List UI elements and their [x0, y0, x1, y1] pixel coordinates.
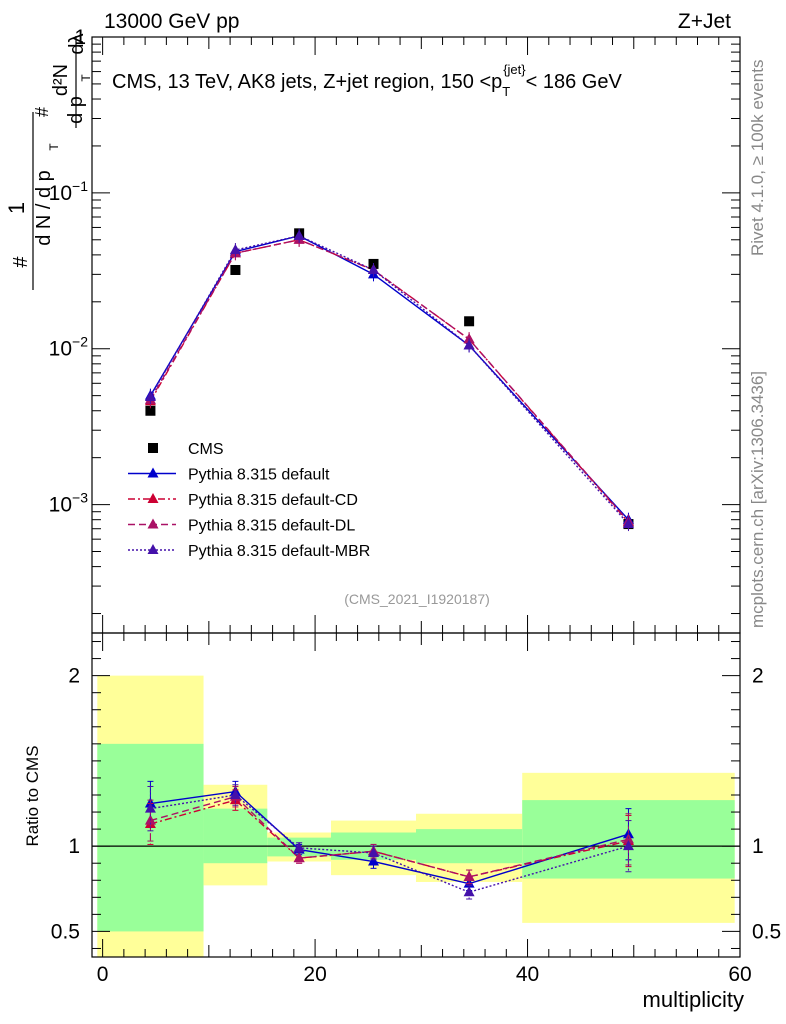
- title-part: CMS, 13 TeV, AK8 jets, Z+jet region, 150…: [112, 71, 491, 93]
- point-mbr: [622, 518, 634, 529]
- ratio-point-dl: [293, 852, 305, 863]
- title-p: p: [491, 71, 502, 93]
- title-sup: {jet}: [503, 62, 526, 77]
- ratio-y-tick-label-right: 0.5: [752, 920, 781, 943]
- title-end: < 186 GeV: [526, 71, 623, 93]
- plot-title: CMS, 13 TeV, AK8 jets, Z+jet region, 150…: [112, 62, 622, 99]
- legend-marker-default: [147, 467, 159, 478]
- ratio-point-mbr: [463, 886, 475, 897]
- ratio-point-mbr: [622, 840, 634, 851]
- x-tick-label: 60: [728, 963, 751, 986]
- series-line-dl: [149, 239, 629, 522]
- y-tick-base: 10: [49, 182, 72, 205]
- x-axis-label: multiplicity: [643, 987, 744, 1012]
- point-dl: [463, 333, 475, 344]
- ylabel-denominator: d N / d p: [33, 170, 55, 246]
- plot-title-text: CMS, 13 TeV, AK8 jets, Z+jet region, 150…: [112, 62, 622, 99]
- x-tick-label: 40: [516, 963, 539, 986]
- ratio-y-tick-label-right: 2: [752, 665, 764, 688]
- ratio-point-dl: [463, 870, 475, 881]
- ylabel-sub-2: T: [79, 74, 93, 82]
- legend-marker-cms: [148, 443, 158, 453]
- title-sub: T: [502, 84, 510, 99]
- series-line-mbr: [149, 235, 629, 525]
- ylabel-sub: T: [47, 143, 61, 151]
- analysis-watermark: (CMS_2021_I1920187): [344, 591, 490, 607]
- ratio-line-default: [150, 790, 629, 885]
- y-tick-base: 10: [49, 494, 72, 517]
- ratio-plot-panel: 0.5 0.51 12 20 20 40 60 Ratio to CMS multiplic…: [23, 632, 781, 1012]
- y-tick-exp: −2: [72, 334, 88, 350]
- ratio-y-tick-label: 0.5: [51, 920, 80, 943]
- point-mbr: [293, 229, 305, 240]
- ratio-y-tick-label-right: 1: [752, 835, 764, 858]
- ylabel-one: 1: [4, 202, 29, 214]
- series-line-cd: [149, 239, 629, 523]
- legend: CMS Pythia 8.315 default Pythia 8.315 defa…: [128, 441, 370, 560]
- point-mbr: [368, 263, 380, 274]
- legend-marker-mbr: [147, 544, 159, 554]
- legend-label-mbr: Pythia 8.315 default-MBR: [188, 543, 370, 560]
- legend-label-default: Pythia 8.315 default: [188, 467, 330, 484]
- rivet-version-label: Rivet 4.1.0, ≥ 100k events: [748, 60, 767, 256]
- ratio-point-mbr: [368, 846, 380, 857]
- y-tick-label: 10−3: [49, 490, 89, 517]
- y-tick-exp: −1: [72, 178, 88, 194]
- ylabel-dlambda: dλ: [66, 33, 88, 54]
- y-tick-label: 10−2: [49, 334, 89, 361]
- legend-marker-cd: [147, 493, 159, 503]
- y-tick-label: 1: [74, 26, 86, 49]
- ylabel-hash-2: #: [32, 107, 52, 117]
- point-mbr: [144, 391, 156, 402]
- ratio-point-default: [368, 855, 380, 866]
- uncertainty-band-green: [203, 808, 268, 864]
- point-mbr: [229, 243, 241, 254]
- ratio-point-mbr: [229, 789, 241, 799]
- legend-label-cd: Pythia 8.315 default-CD: [188, 492, 358, 509]
- ratio-line-dl: [150, 795, 629, 878]
- x-tick-label: 20: [303, 963, 326, 986]
- point-mbr: [463, 339, 475, 350]
- y-tick-label: 10−1: [49, 178, 89, 205]
- ylabel-d2n: d²N: [50, 64, 72, 96]
- point-cms: [464, 316, 475, 327]
- ratio-y-tick-label: 1: [68, 835, 80, 858]
- legend-marker-dl: [147, 518, 159, 529]
- ratio-point-mbr: [144, 802, 156, 813]
- mcplots-label: mcplots.cern.ch [arXiv:1306.3436]: [748, 371, 767, 628]
- ratio-y-axis-label: Ratio to CMS: [23, 745, 42, 846]
- legend-label-dl: Pythia 8.315 default-DL: [188, 518, 355, 535]
- main-plot-panel: (CMS_2021_I1920187) 10−310−210−11 CMS, 1…: [4, 26, 741, 634]
- legend-label-cms: CMS: [188, 441, 224, 458]
- header-energy: 13000 GeV pp: [104, 10, 239, 33]
- ylabel-hash: #: [10, 256, 32, 268]
- ratio-point-mbr: [293, 841, 305, 852]
- ratio-y-tick-label: 2: [68, 665, 80, 688]
- header-process: Z+Jet: [678, 10, 731, 33]
- y-tick-base: 10: [49, 338, 72, 361]
- y-tick-exp: −3: [72, 490, 88, 506]
- point-cms: [145, 405, 156, 416]
- point-cms: [230, 264, 241, 275]
- x-tick-label: 0: [97, 963, 109, 986]
